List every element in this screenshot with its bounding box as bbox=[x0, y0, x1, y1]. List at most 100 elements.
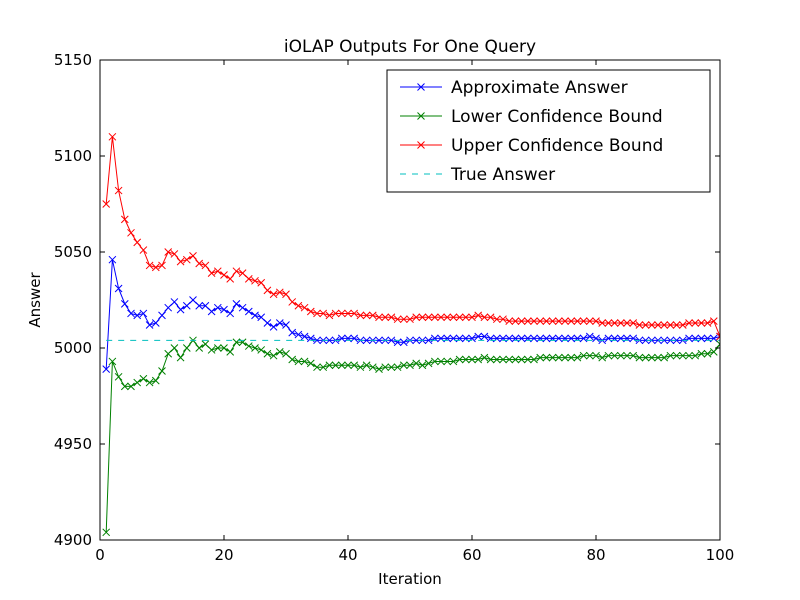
series-1-marker-95 bbox=[685, 351, 693, 360]
series-1-marker-87 bbox=[635, 353, 644, 362]
series-2-marker-76 bbox=[567, 317, 576, 325]
series-2-marker-7 bbox=[139, 246, 148, 254]
legend-label-2: Upper Confidence Bound bbox=[451, 136, 663, 156]
y-tick-label: 5150 bbox=[54, 51, 92, 69]
series-0-marker-90 bbox=[654, 336, 662, 345]
series-1-marker-34 bbox=[306, 359, 315, 368]
series-1-marker-75 bbox=[561, 353, 569, 362]
series-2-marker-98 bbox=[703, 319, 712, 327]
chart-title: iOLAP Outputs For One Query bbox=[284, 37, 536, 57]
series-1-marker-85 bbox=[623, 351, 631, 360]
series-1-marker-41 bbox=[350, 361, 359, 370]
series-1-marker-19 bbox=[213, 344, 222, 352]
series-1-marker-26 bbox=[257, 346, 266, 354]
series-2-marker-80 bbox=[592, 317, 600, 325]
series-0-marker-35 bbox=[313, 336, 321, 345]
series-2-marker-59 bbox=[461, 313, 470, 322]
series-2-marker-31 bbox=[288, 298, 297, 306]
series-1-marker-89 bbox=[647, 353, 656, 362]
series-1-marker-100 bbox=[716, 340, 720, 349]
series-2-marker-10 bbox=[158, 261, 166, 270]
series-2-marker-67 bbox=[511, 317, 520, 325]
series-2-marker-58 bbox=[455, 313, 464, 322]
series-1-marker-74 bbox=[554, 353, 563, 362]
series-1-marker-30 bbox=[282, 349, 290, 358]
series-2-marker-5 bbox=[127, 228, 135, 237]
series-0-marker-14 bbox=[182, 301, 191, 310]
series-2-marker-1 bbox=[102, 200, 111, 208]
series-0-marker-76 bbox=[567, 334, 576, 343]
series-1-marker-3 bbox=[114, 372, 123, 381]
series-2-marker-79 bbox=[585, 317, 594, 325]
series-2-marker-45 bbox=[375, 313, 383, 322]
series-0-marker-5 bbox=[127, 309, 135, 318]
series-0-marker-10 bbox=[158, 311, 166, 320]
series-2-marker-41 bbox=[350, 309, 359, 318]
series-2-marker-86 bbox=[629, 319, 638, 327]
series-2-marker-39 bbox=[337, 309, 346, 318]
series-2-marker-18 bbox=[207, 269, 216, 277]
series-1-marker-20 bbox=[220, 344, 228, 352]
plot-frame bbox=[99, 59, 721, 541]
series-2-marker-100 bbox=[716, 332, 720, 341]
series-1-marker-94 bbox=[678, 351, 687, 360]
series-2-marker-13 bbox=[176, 257, 185, 266]
series-2-marker-66 bbox=[505, 317, 514, 325]
series-2-marker-37 bbox=[325, 311, 334, 320]
series-2-marker-55 bbox=[437, 313, 445, 322]
series-0-marker-11 bbox=[164, 303, 173, 312]
series-2-marker-6 bbox=[133, 238, 142, 247]
series-2-marker-88 bbox=[641, 321, 650, 329]
series-2-marker-8 bbox=[145, 261, 154, 270]
series-2-marker-51 bbox=[412, 313, 421, 322]
series-0-marker-30 bbox=[282, 321, 290, 329]
series-1-marker-59 bbox=[461, 355, 470, 364]
series-2-marker-17 bbox=[201, 261, 210, 270]
series-1-marker-73 bbox=[548, 353, 557, 362]
series-0-marker-43 bbox=[362, 336, 371, 345]
series-2-marker-21 bbox=[226, 275, 235, 283]
axis-ticks: 0 20 40 60 80 100 4900 4950 5000 5050 5100 5150 bbox=[54, 51, 735, 564]
series-1-marker-14 bbox=[182, 344, 191, 352]
series-2-marker-89 bbox=[647, 321, 656, 329]
series-2-marker-3 bbox=[114, 186, 123, 195]
series-2-marker-63 bbox=[486, 313, 495, 322]
legend-box bbox=[386, 69, 711, 193]
series-0-marker-1 bbox=[102, 365, 111, 373]
legend-marker-1 bbox=[417, 112, 425, 120]
series-0-marker-9 bbox=[151, 319, 160, 327]
y-tick-label: 4950 bbox=[54, 435, 92, 453]
series-0-marker-3 bbox=[114, 284, 123, 293]
series-1-marker-65 bbox=[499, 355, 507, 364]
series-0-marker-74 bbox=[554, 334, 563, 343]
y-tick-label: 4900 bbox=[54, 531, 92, 549]
series-0-marker-53 bbox=[424, 336, 433, 345]
series-1-marker-17 bbox=[201, 340, 210, 349]
series-1-marker-5 bbox=[127, 382, 135, 391]
series-1-marker-62 bbox=[480, 353, 489, 362]
series-0-marker-22 bbox=[232, 299, 241, 308]
series-0-marker-26 bbox=[257, 313, 266, 322]
series-1-marker-45 bbox=[375, 365, 383, 373]
series-1-marker-18 bbox=[207, 346, 216, 354]
series-0-marker-21 bbox=[226, 309, 235, 318]
series-2-marker-30 bbox=[282, 290, 290, 299]
series-2-marker-15 bbox=[189, 251, 197, 260]
series-1-marker-37 bbox=[325, 361, 334, 370]
series-1-marker-86 bbox=[629, 351, 638, 360]
series-0-marker-93 bbox=[672, 336, 681, 345]
series-1-marker-28 bbox=[269, 351, 278, 360]
series-0-marker-23 bbox=[238, 303, 247, 312]
series-2-marker-50 bbox=[406, 315, 414, 324]
series-1-marker-16 bbox=[195, 344, 204, 352]
series-2-marker-33 bbox=[300, 303, 309, 312]
series-0-marker-47 bbox=[387, 336, 396, 345]
x-axis-label: Iteration bbox=[378, 570, 442, 588]
series-0-marker-79 bbox=[585, 332, 594, 341]
series-2-marker-94 bbox=[678, 321, 687, 329]
series-2-marker-99 bbox=[709, 317, 718, 325]
series-2-marker-81 bbox=[598, 319, 607, 327]
series-1-marker-2 bbox=[108, 357, 117, 366]
series-2-marker-91 bbox=[660, 321, 669, 329]
series-0-marker-2 bbox=[108, 255, 117, 264]
